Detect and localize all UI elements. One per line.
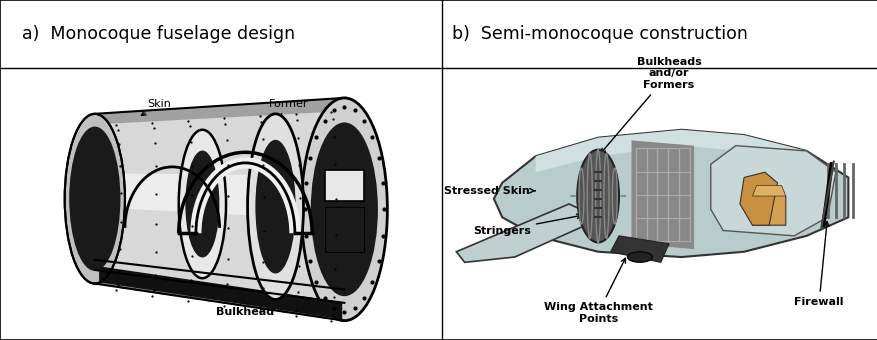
Polygon shape [710,146,835,236]
Text: Bulkhead: Bulkhead [216,303,327,318]
Polygon shape [95,173,344,220]
Text: Firewall: Firewall [794,222,843,307]
Text: b)  Semi-monocoque construction: b) Semi-monocoque construction [452,25,747,43]
Ellipse shape [627,252,652,262]
Ellipse shape [179,130,225,278]
Polygon shape [456,204,597,262]
Ellipse shape [255,140,296,273]
Text: a)  Monocoque fuselage design: a) Monocoque fuselage design [22,25,295,43]
Text: Skin: Skin [141,99,171,116]
Ellipse shape [301,98,387,321]
Polygon shape [752,185,785,196]
Polygon shape [95,276,344,321]
Ellipse shape [69,126,120,271]
Polygon shape [493,130,847,257]
Polygon shape [95,98,344,321]
Polygon shape [324,207,363,252]
Polygon shape [95,98,344,124]
Text: Stringers: Stringers [473,214,581,236]
Polygon shape [739,172,777,225]
Text: Bulkheads
and/or
Formers: Bulkheads and/or Formers [600,57,701,153]
Polygon shape [535,130,806,172]
Text: Stressed Skin: Stressed Skin [444,186,535,196]
Text: Wing Attachment
Points: Wing Attachment Points [543,258,652,324]
Polygon shape [752,191,785,225]
Polygon shape [631,140,694,249]
Ellipse shape [247,114,303,300]
Ellipse shape [69,126,120,271]
Ellipse shape [310,122,377,296]
Text: Former: Former [256,99,308,153]
Ellipse shape [65,114,125,284]
Ellipse shape [185,151,219,257]
Polygon shape [610,236,668,262]
Polygon shape [324,170,363,201]
Ellipse shape [577,150,618,242]
Polygon shape [99,266,342,319]
